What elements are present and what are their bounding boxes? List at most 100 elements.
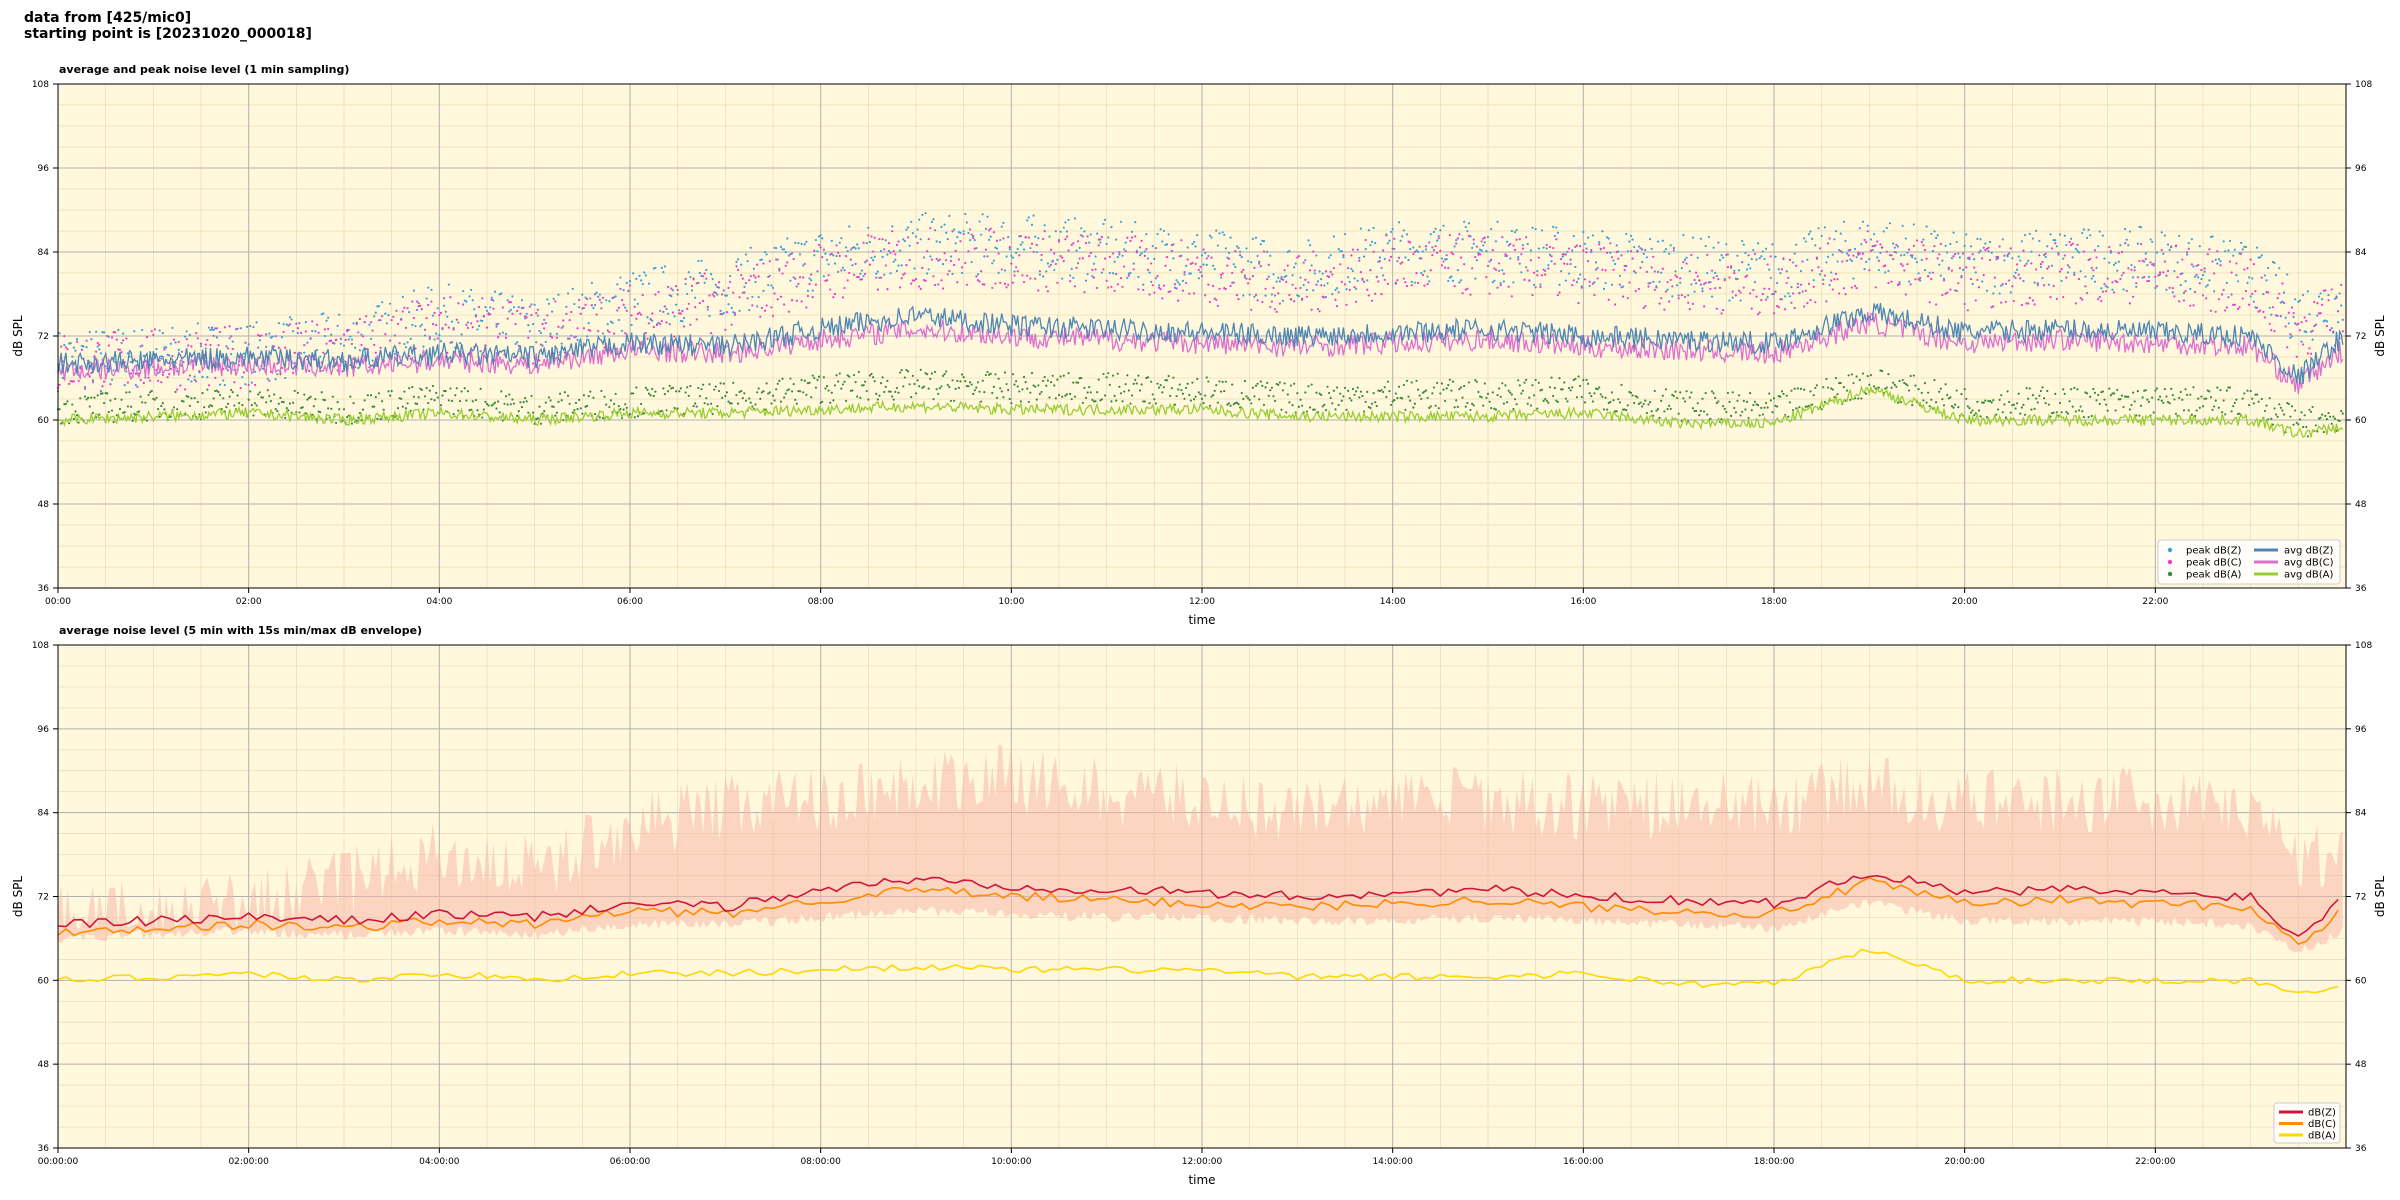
peak-point bbox=[1768, 268, 1771, 271]
peak-point bbox=[2000, 301, 2003, 304]
peak-point bbox=[1971, 282, 1974, 286]
peak-point bbox=[2327, 411, 2330, 415]
peak-point bbox=[1691, 236, 1695, 239]
peak-point bbox=[1660, 399, 1663, 402]
peak-point bbox=[479, 350, 482, 353]
peak-point bbox=[1461, 292, 1464, 295]
peak-point bbox=[1396, 260, 1399, 263]
peak-point bbox=[1005, 286, 1008, 289]
peak-point bbox=[1656, 270, 1660, 273]
peak-point bbox=[349, 335, 352, 338]
peak-point bbox=[1383, 257, 1386, 261]
peak-point bbox=[2336, 321, 2340, 324]
peak-point bbox=[276, 373, 279, 376]
peak-point bbox=[1018, 254, 1021, 257]
peak-point bbox=[381, 301, 384, 304]
peak-point bbox=[239, 327, 242, 330]
y-tick-label-right: 96 bbox=[2355, 164, 2367, 174]
peak-point bbox=[1691, 407, 1695, 410]
peak-point bbox=[1984, 242, 1987, 245]
peak-point bbox=[169, 415, 172, 418]
peak-point bbox=[1205, 376, 1208, 379]
peak-point bbox=[1448, 234, 1451, 237]
peak-point bbox=[613, 402, 616, 406]
peak-point bbox=[1445, 258, 1448, 261]
peak-point bbox=[1467, 381, 1471, 384]
peak-point bbox=[1339, 392, 1342, 395]
peak-point bbox=[1691, 302, 1695, 305]
peak-point bbox=[2093, 249, 2097, 252]
peak-point bbox=[2181, 258, 2184, 261]
peak-point bbox=[2265, 279, 2268, 282]
peak-point bbox=[390, 389, 393, 393]
peak-point bbox=[873, 236, 876, 239]
peak-point bbox=[568, 318, 571, 322]
peak-point bbox=[667, 312, 670, 315]
peak-point bbox=[744, 253, 748, 256]
peak-point bbox=[1652, 280, 1655, 283]
peak-point bbox=[1690, 391, 1693, 394]
peak-point bbox=[987, 229, 991, 232]
peak-point bbox=[1715, 307, 1718, 310]
peak-point bbox=[606, 323, 609, 326]
peak-point bbox=[1262, 403, 1266, 406]
peak-point bbox=[2163, 234, 2166, 237]
peak-point bbox=[198, 370, 201, 373]
peak-point bbox=[1569, 389, 1572, 392]
peak-point bbox=[1455, 242, 1458, 245]
peak-point bbox=[258, 339, 261, 342]
peak-point bbox=[1240, 270, 1243, 274]
peak-point bbox=[411, 386, 414, 389]
peak-point bbox=[1097, 238, 1100, 241]
peak-point bbox=[857, 247, 860, 250]
peak-point bbox=[633, 298, 636, 301]
peak-point bbox=[1728, 299, 1731, 302]
peak-point bbox=[1448, 276, 1451, 279]
peak-point bbox=[1720, 254, 1723, 257]
peak-point bbox=[311, 329, 314, 333]
peak-point bbox=[1914, 384, 1917, 387]
peak-point bbox=[605, 403, 608, 406]
peak-point bbox=[1391, 247, 1394, 250]
peak-point bbox=[908, 258, 911, 262]
peak-point bbox=[211, 326, 214, 329]
peak-point bbox=[1483, 382, 1486, 385]
peak-point bbox=[126, 381, 130, 384]
legend: dB(Z)dB(C)dB(A) bbox=[2273, 1102, 2341, 1144]
peak-point bbox=[2125, 395, 2128, 398]
peak-point bbox=[501, 419, 504, 422]
peak-point bbox=[1960, 276, 1963, 279]
peak-point bbox=[2297, 322, 2300, 325]
peak-point bbox=[1029, 246, 1032, 250]
peak-point bbox=[2341, 412, 2344, 415]
peak-point bbox=[1706, 271, 1709, 275]
peak-point bbox=[2138, 414, 2141, 417]
peak-point bbox=[436, 307, 439, 310]
peak-point bbox=[570, 310, 573, 314]
peak-point bbox=[1680, 266, 1683, 270]
peak-point bbox=[678, 309, 681, 312]
peak-point bbox=[856, 395, 859, 398]
peak-point bbox=[789, 279, 792, 282]
peak-point bbox=[168, 372, 171, 376]
peak-point bbox=[1339, 250, 1342, 253]
peak-point bbox=[544, 340, 547, 344]
peak-point bbox=[1067, 372, 1070, 375]
peak-point bbox=[1286, 393, 1289, 396]
peak-point bbox=[1208, 234, 1212, 237]
peak-point bbox=[1620, 254, 1623, 257]
peak-point bbox=[2070, 388, 2073, 391]
peak-point bbox=[770, 284, 773, 287]
peak-point bbox=[1758, 311, 1761, 314]
peak-point bbox=[1289, 384, 1293, 387]
peak-point bbox=[409, 337, 412, 340]
peak-point bbox=[708, 294, 711, 297]
peak-point bbox=[1960, 393, 1963, 396]
peak-point bbox=[887, 242, 891, 245]
peak-point bbox=[355, 323, 358, 326]
peak-point bbox=[2241, 397, 2244, 400]
peak-point bbox=[1822, 282, 1825, 286]
peak-point bbox=[787, 388, 790, 391]
peak-point bbox=[1545, 399, 1548, 402]
peak-point bbox=[303, 351, 306, 354]
